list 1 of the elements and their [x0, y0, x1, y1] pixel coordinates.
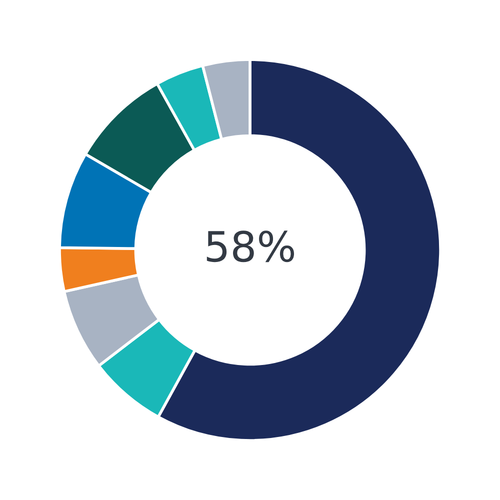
text: 58%: [206, 230, 294, 262]
